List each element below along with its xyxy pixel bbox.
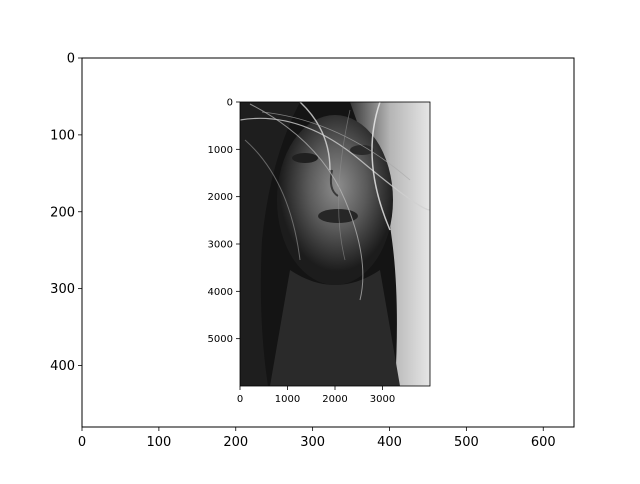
outer-x-tick-label: 400 (377, 435, 402, 450)
outer-x-tick-label: 100 (146, 435, 171, 450)
inner-y-tick-label: 4000 (208, 287, 233, 298)
inner-y-tick-label: 5000 (208, 334, 233, 345)
outer-x-tick-label: 600 (531, 435, 556, 450)
inner-y-tick-label: 3000 (208, 240, 233, 251)
outer-x-tick-label: 0 (78, 435, 86, 450)
outer-y-tick-label: 100 (50, 128, 75, 143)
outer-x-tick-label: 200 (223, 435, 248, 450)
portrait-image (240, 102, 430, 386)
inner-y-tick-label: 0 (227, 98, 233, 109)
outer-y-tick-label: 0 (67, 52, 75, 67)
outer-x-tick-label: 300 (300, 435, 325, 450)
inner-x-tick-label: 2000 (322, 394, 347, 405)
inner-x-tick-label: 1000 (275, 394, 300, 405)
inner-x-tick-label: 0 (237, 394, 243, 405)
outer-y-tick-label: 400 (50, 359, 75, 374)
outer-y-tick-label: 300 (50, 282, 75, 297)
outer-x-tick-label: 500 (454, 435, 479, 450)
inner-y-tick-label: 1000 (208, 145, 233, 156)
inner-x-tick-label: 3000 (370, 394, 395, 405)
inner-y-tick-label: 2000 (208, 192, 233, 203)
outer-y-tick-label: 200 (50, 205, 75, 220)
